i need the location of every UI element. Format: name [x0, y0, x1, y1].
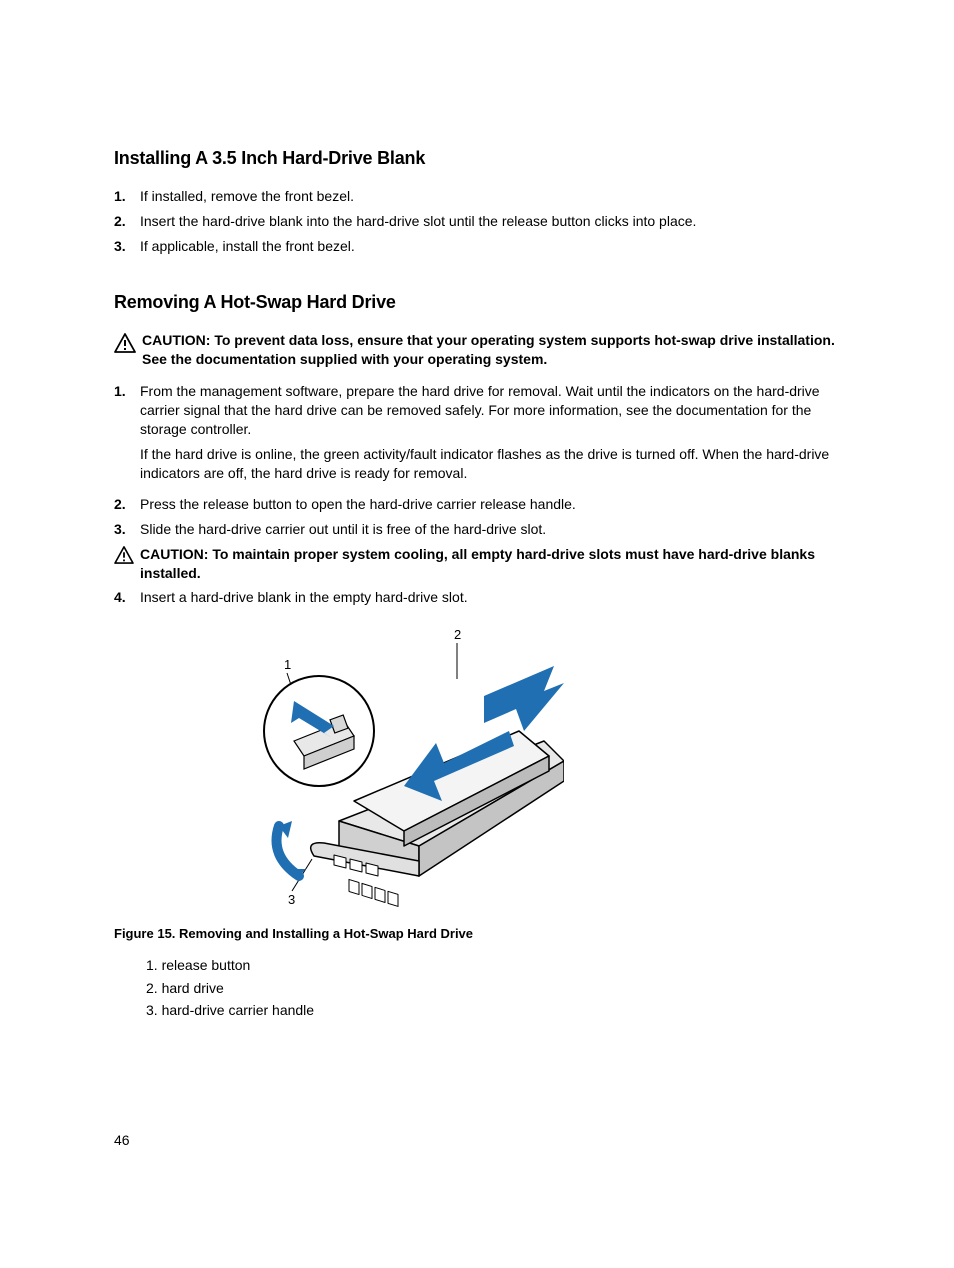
step-text: Press the release button to open the har…: [140, 495, 844, 514]
callout-item: 2. hard drive: [146, 978, 844, 998]
step-item: 1. If installed, remove the front bezel.: [114, 187, 844, 206]
caution-block-1: CAUTION: To prevent data loss, ensure th…: [114, 331, 844, 369]
figure-label-2: 2: [454, 627, 461, 642]
step-item: 1. From the management software, prepare…: [114, 382, 844, 488]
figure-callout-list: 1. release button 2. hard drive 3. hard-…: [146, 955, 844, 1020]
step-item: 2. Press the release button to open the …: [114, 495, 844, 514]
step-number: 3.: [114, 520, 140, 539]
step-item: 2. Insert the hard-drive blank into the …: [114, 212, 844, 231]
step-item: 3. Slide the hard-drive carrier out unti…: [114, 520, 844, 539]
step-text: Insert the hard-drive blank into the har…: [140, 212, 844, 231]
step-para: If the hard drive is online, the green a…: [140, 445, 844, 483]
heading-installing: Installing A 3.5 Inch Hard-Drive Blank: [114, 148, 844, 169]
figure-illustration: 1 2 3: [184, 621, 564, 911]
step-number: 1.: [114, 187, 140, 206]
step-number: 4.: [114, 588, 140, 607]
step-item: 4. Insert a hard-drive blank in the empt…: [114, 588, 844, 607]
steps-installing: 1. If installed, remove the front bezel.…: [114, 187, 844, 256]
step-number: 3.: [114, 237, 140, 256]
caution-text: CAUTION: To maintain proper system cooli…: [140, 545, 844, 583]
step-number: 2.: [114, 495, 140, 514]
figure-label-1: 1: [284, 657, 291, 672]
step-text: From the management software, prepare th…: [140, 382, 844, 488]
figure-caption: Figure 15. Removing and Installing a Hot…: [114, 926, 844, 941]
step-item: 3. If applicable, install the front beze…: [114, 237, 844, 256]
step-para: From the management software, prepare th…: [140, 382, 844, 439]
steps-removing-a: 1. From the management software, prepare…: [114, 382, 844, 538]
step-text: Slide the hard-drive carrier out until i…: [140, 520, 844, 539]
callout-item: 3. hard-drive carrier handle: [146, 1000, 844, 1020]
heading-removing: Removing A Hot-Swap Hard Drive: [114, 292, 844, 313]
callout-item: 1. release button: [146, 955, 844, 975]
step-text: If applicable, install the front bezel.: [140, 237, 844, 256]
step-number: 1.: [114, 382, 140, 488]
caution-icon: [114, 545, 140, 564]
figure-15: 1 2 3: [184, 621, 844, 916]
steps-removing-b: 4. Insert a hard-drive blank in the empt…: [114, 588, 844, 607]
step-number: 2.: [114, 212, 140, 231]
caution-icon: [114, 331, 142, 353]
page-number: 46: [114, 1132, 130, 1148]
step-text: Insert a hard-drive blank in the empty h…: [140, 588, 844, 607]
step-text: If installed, remove the front bezel.: [140, 187, 844, 206]
caution-block-2: CAUTION: To maintain proper system cooli…: [114, 545, 844, 583]
caution-text: CAUTION: To prevent data loss, ensure th…: [142, 331, 844, 369]
figure-label-3: 3: [288, 892, 295, 907]
